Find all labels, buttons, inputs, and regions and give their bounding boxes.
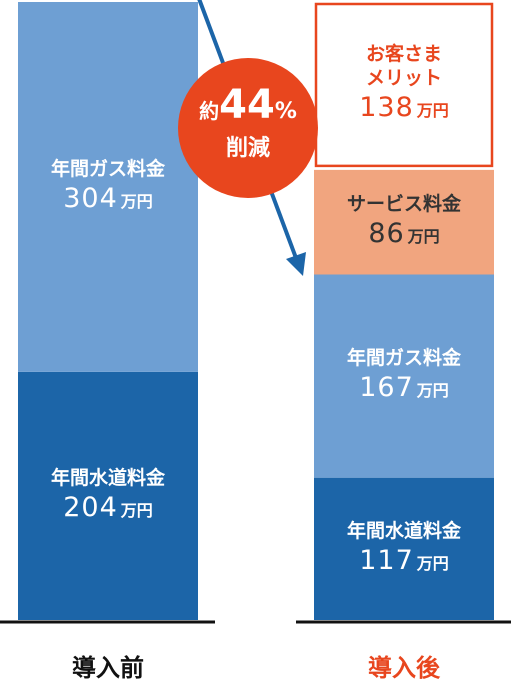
segment-label: お客さまメリット 138 万円 xyxy=(314,43,494,124)
segment-label: 年間水道料金 117 万円 xyxy=(314,520,494,578)
category-label: 導入後 xyxy=(368,654,440,682)
value-row: 204 万円 xyxy=(18,491,198,525)
segment-label: 年間水道料金 204 万円 xyxy=(18,467,198,525)
bar-segment xyxy=(18,2,198,372)
segment-label: 年間ガス料金 167 万円 xyxy=(314,347,494,405)
series-name: 年間ガス料金 xyxy=(346,347,461,370)
value-label: 204 xyxy=(63,491,118,523)
value-row: 117 万円 xyxy=(314,544,494,578)
badge-line: 約44% xyxy=(178,82,318,128)
bar-segment xyxy=(314,169,494,275)
series-name: お客さまメリット xyxy=(365,43,442,90)
series-name: 年間水道料金 xyxy=(346,519,461,542)
bar-segment xyxy=(314,274,494,478)
value-row: 86 万円 xyxy=(314,217,494,251)
unit-label: 万円 xyxy=(120,500,153,520)
series-name: 年間水道料金 xyxy=(50,466,165,489)
badge-text-line: 削減 xyxy=(225,136,270,161)
value-row: 167 万円 xyxy=(314,371,494,405)
bar-segment xyxy=(18,371,198,620)
series-name: 年間ガス料金 xyxy=(50,157,165,180)
arrow-head xyxy=(286,252,306,276)
badge xyxy=(178,58,318,198)
value-label: 167 xyxy=(359,371,414,403)
badge-suffix: % xyxy=(274,99,297,124)
value-row: 304 万円 xyxy=(18,182,198,216)
bar-segment xyxy=(314,477,494,620)
segment-label: サービス料金 86 万円 xyxy=(314,193,494,251)
badge-text: 約44% 削減 xyxy=(178,58,318,198)
badge-prefix: 約 xyxy=(199,99,220,123)
unit-label: 万円 xyxy=(416,553,449,573)
value-label: 86 xyxy=(368,217,405,249)
value-row: 138 万円 xyxy=(314,91,494,125)
unit-label: 万円 xyxy=(416,380,449,400)
value-label: 304 xyxy=(63,182,118,214)
category-label: 導入前 xyxy=(72,654,144,682)
segment-label: 年間ガス料金 304 万円 xyxy=(18,158,198,216)
unit-label: 万円 xyxy=(120,191,153,211)
badge-value: 44 xyxy=(219,82,275,128)
value-label: 138 xyxy=(359,91,414,123)
bar-segment xyxy=(314,2,494,168)
value-label: 117 xyxy=(359,544,414,576)
unit-label: 万円 xyxy=(407,226,440,246)
unit-label: 万円 xyxy=(416,100,449,120)
series-name: サービス料金 xyxy=(346,193,461,216)
